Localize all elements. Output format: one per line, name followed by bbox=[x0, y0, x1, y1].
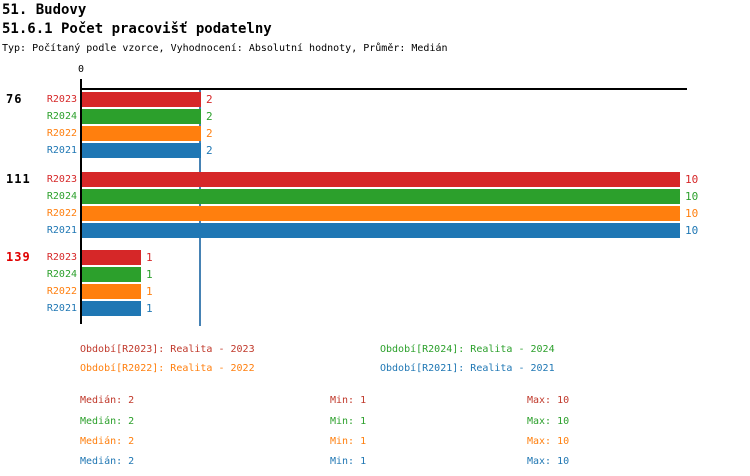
bar-row: R2024 10 bbox=[0, 189, 750, 204]
bar-row: R2021 1 bbox=[0, 301, 750, 316]
bar-group: 111 R2023 10 R2024 10 R2022 10 R2021 10 bbox=[0, 172, 750, 240]
bar[interactable] bbox=[81, 267, 141, 282]
bar-value-label: 10 bbox=[685, 190, 699, 203]
bar[interactable] bbox=[81, 109, 201, 124]
bar-row: R2022 10 bbox=[0, 206, 750, 221]
series-row-label: R2024 bbox=[46, 269, 77, 280]
bar-value-label: 2 bbox=[206, 110, 213, 123]
series-row-label: R2021 bbox=[46, 225, 77, 236]
bar-value-label: 1 bbox=[146, 285, 153, 298]
stat-max-label: Max: 10 bbox=[527, 456, 570, 467]
stat-max-label: Max: 10 bbox=[527, 436, 570, 447]
legend-item: Období[R2024]: Realita - 2024 bbox=[380, 344, 555, 355]
series-row-label: R2024 bbox=[46, 191, 77, 202]
bar-row: R2024 2 bbox=[0, 109, 750, 124]
bar[interactable] bbox=[81, 172, 680, 187]
series-row-label: R2024 bbox=[46, 111, 77, 122]
chart-meta-line: Typ: Počítaný podle vzorce, Vyhodnocení:… bbox=[2, 43, 448, 54]
bar-value-label: 10 bbox=[685, 207, 699, 220]
bar-group: 76 R2023 2 R2024 2 R2022 2 R2021 2 bbox=[0, 92, 750, 160]
x-axis-origin-label: 0 bbox=[77, 64, 85, 75]
series-row-label: R2022 bbox=[46, 208, 77, 219]
bar-value-label: 1 bbox=[146, 302, 153, 315]
stat-min-label: Min: 1 bbox=[330, 395, 367, 406]
y-axis-line bbox=[80, 79, 82, 324]
group-label: 111 bbox=[6, 172, 31, 186]
bar-value-label: 1 bbox=[146, 251, 153, 264]
bar-group: 139 R2023 1 R2024 1 R2022 1 R2021 1 bbox=[0, 250, 750, 318]
bar-row: R2021 2 bbox=[0, 143, 750, 158]
bar[interactable] bbox=[81, 206, 680, 221]
stat-median-label: Medián: 2 bbox=[80, 436, 135, 447]
bar[interactable] bbox=[81, 301, 141, 316]
stat-min-label: Min: 1 bbox=[330, 456, 367, 467]
bar[interactable] bbox=[81, 250, 141, 265]
stat-min-label: Min: 1 bbox=[330, 416, 367, 427]
bar-row: R2022 1 bbox=[0, 284, 750, 299]
series-row-label: R2021 bbox=[46, 303, 77, 314]
series-row-label: R2021 bbox=[46, 145, 77, 156]
series-row-label: R2023 bbox=[46, 174, 77, 185]
indicator-title: 51.6.1 Počet pracovišť podatelny bbox=[2, 21, 272, 37]
series-row-label: R2022 bbox=[46, 128, 77, 139]
bar[interactable] bbox=[81, 223, 680, 238]
bar-row: R2023 2 bbox=[0, 92, 750, 107]
bar[interactable] bbox=[81, 126, 201, 141]
bar-row: R2021 10 bbox=[0, 223, 750, 238]
bar-row: R2023 10 bbox=[0, 172, 750, 187]
bar-value-label: 1 bbox=[146, 268, 153, 281]
legend-item: Období[R2022]: Realita - 2022 bbox=[80, 363, 255, 374]
x-axis-line bbox=[80, 88, 687, 90]
stat-min-label: Min: 1 bbox=[330, 436, 367, 447]
bar-row: R2023 1 bbox=[0, 250, 750, 265]
bar[interactable] bbox=[81, 143, 201, 158]
group-label: 139 bbox=[6, 250, 31, 264]
stat-median-label: Medián: 2 bbox=[80, 456, 135, 467]
stat-median-label: Medián: 2 bbox=[80, 416, 135, 427]
stat-max-label: Max: 10 bbox=[527, 395, 570, 406]
bar-value-label: 10 bbox=[685, 173, 699, 186]
stat-median-label: Medián: 2 bbox=[80, 395, 135, 406]
bar[interactable] bbox=[81, 189, 680, 204]
series-row-label: R2023 bbox=[46, 94, 77, 105]
legend-item: Období[R2023]: Realita - 2023 bbox=[80, 344, 255, 355]
bar[interactable] bbox=[81, 284, 141, 299]
bar[interactable] bbox=[81, 92, 201, 107]
series-row-label: R2023 bbox=[46, 252, 77, 263]
bar-value-label: 10 bbox=[685, 224, 699, 237]
bar-value-label: 2 bbox=[206, 127, 213, 140]
bar-row: R2022 2 bbox=[0, 126, 750, 141]
stat-max-label: Max: 10 bbox=[527, 416, 570, 427]
series-row-label: R2022 bbox=[46, 286, 77, 297]
group-label: 76 bbox=[6, 92, 23, 106]
bar-value-label: 2 bbox=[206, 93, 213, 106]
section-title: 51. Budovy bbox=[2, 2, 87, 18]
bar-row: R2024 1 bbox=[0, 267, 750, 282]
legend-item: Období[R2021]: Realita - 2021 bbox=[380, 363, 555, 374]
bar-value-label: 2 bbox=[206, 144, 213, 157]
